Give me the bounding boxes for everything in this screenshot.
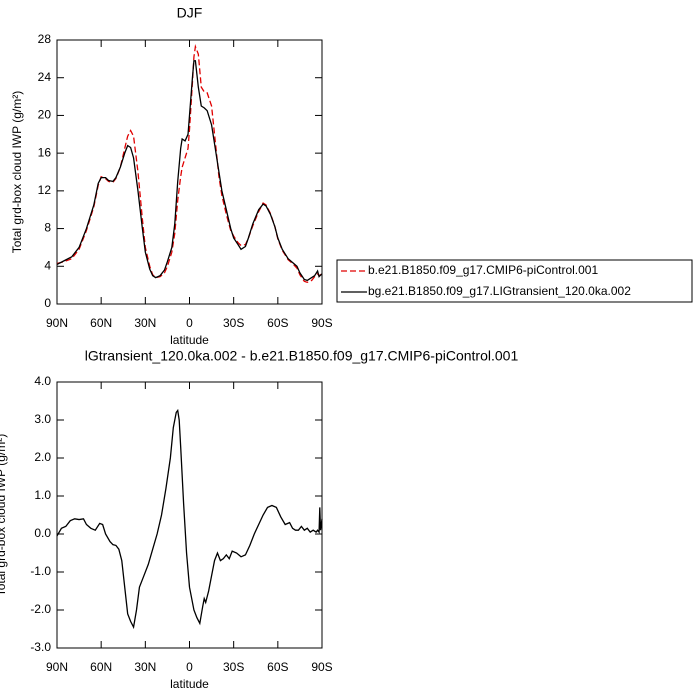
plot-frame	[56, 381, 323, 649]
x-tick-label: 60N	[90, 660, 112, 674]
x-tick-label: 30N	[134, 316, 156, 330]
y-tick-label: 0.0	[34, 526, 51, 540]
chart-title: lGtransient_120.0ka.002 - b.e21.B1850.f0…	[85, 348, 519, 364]
y-tick-label: -2.0	[30, 602, 51, 616]
legend-box	[336, 259, 693, 303]
y-tick-label: 2.0	[34, 450, 51, 464]
x-tick-label: 90S	[311, 316, 332, 330]
chart-title: DJF	[177, 5, 203, 21]
x-tick-label: 90N	[46, 660, 68, 674]
y-tick-label: 3.0	[34, 412, 51, 426]
x-tick-label: 60S	[267, 316, 288, 330]
x-tick-label: 0	[186, 316, 193, 330]
data-line	[56, 60, 323, 282]
legend-label: b.e21.B1850.f09_g17.CMIP6-piControl.001	[368, 263, 598, 277]
x-axis-label: latitude	[170, 677, 209, 691]
y-tick-label: 20	[38, 108, 52, 122]
y-tick-label: 24	[38, 70, 52, 84]
x-tick-label: 30N	[134, 660, 156, 674]
y-tick-label: 1.0	[34, 488, 51, 502]
y-tick-label: -1.0	[30, 564, 51, 578]
x-tick-label: 90N	[46, 316, 68, 330]
x-tick-label: 30S	[223, 316, 244, 330]
y-tick-label: 12	[38, 183, 52, 197]
y-tick-label: 0	[44, 296, 51, 310]
y-tick-label: 4.0	[34, 374, 51, 388]
y-axis-label: Total grd-box cloud IWP (g/m²)	[0, 434, 8, 597]
y-tick-label: -3.0	[30, 640, 51, 654]
y-tick-label: 16	[38, 145, 52, 159]
data-line	[56, 408, 323, 630]
x-tick-label: 30S	[223, 660, 244, 674]
x-axis-label: latitude	[170, 333, 209, 347]
legend-label: bg.e21.B1850.f09_g17.LIGtransient_120.0k…	[368, 284, 631, 298]
y-tick-label: 28	[38, 32, 52, 46]
y-tick-label: 4	[44, 258, 51, 272]
x-tick-label: 90S	[311, 660, 332, 674]
plot-frame	[56, 39, 323, 305]
y-axis-label: Total grd-box cloud IWP (g/m²)	[10, 91, 24, 254]
data-line	[56, 44, 323, 284]
x-tick-label: 60S	[267, 660, 288, 674]
y-tick-label: 8	[44, 221, 51, 235]
x-tick-label: 0	[186, 660, 193, 674]
x-tick-label: 60N	[90, 316, 112, 330]
